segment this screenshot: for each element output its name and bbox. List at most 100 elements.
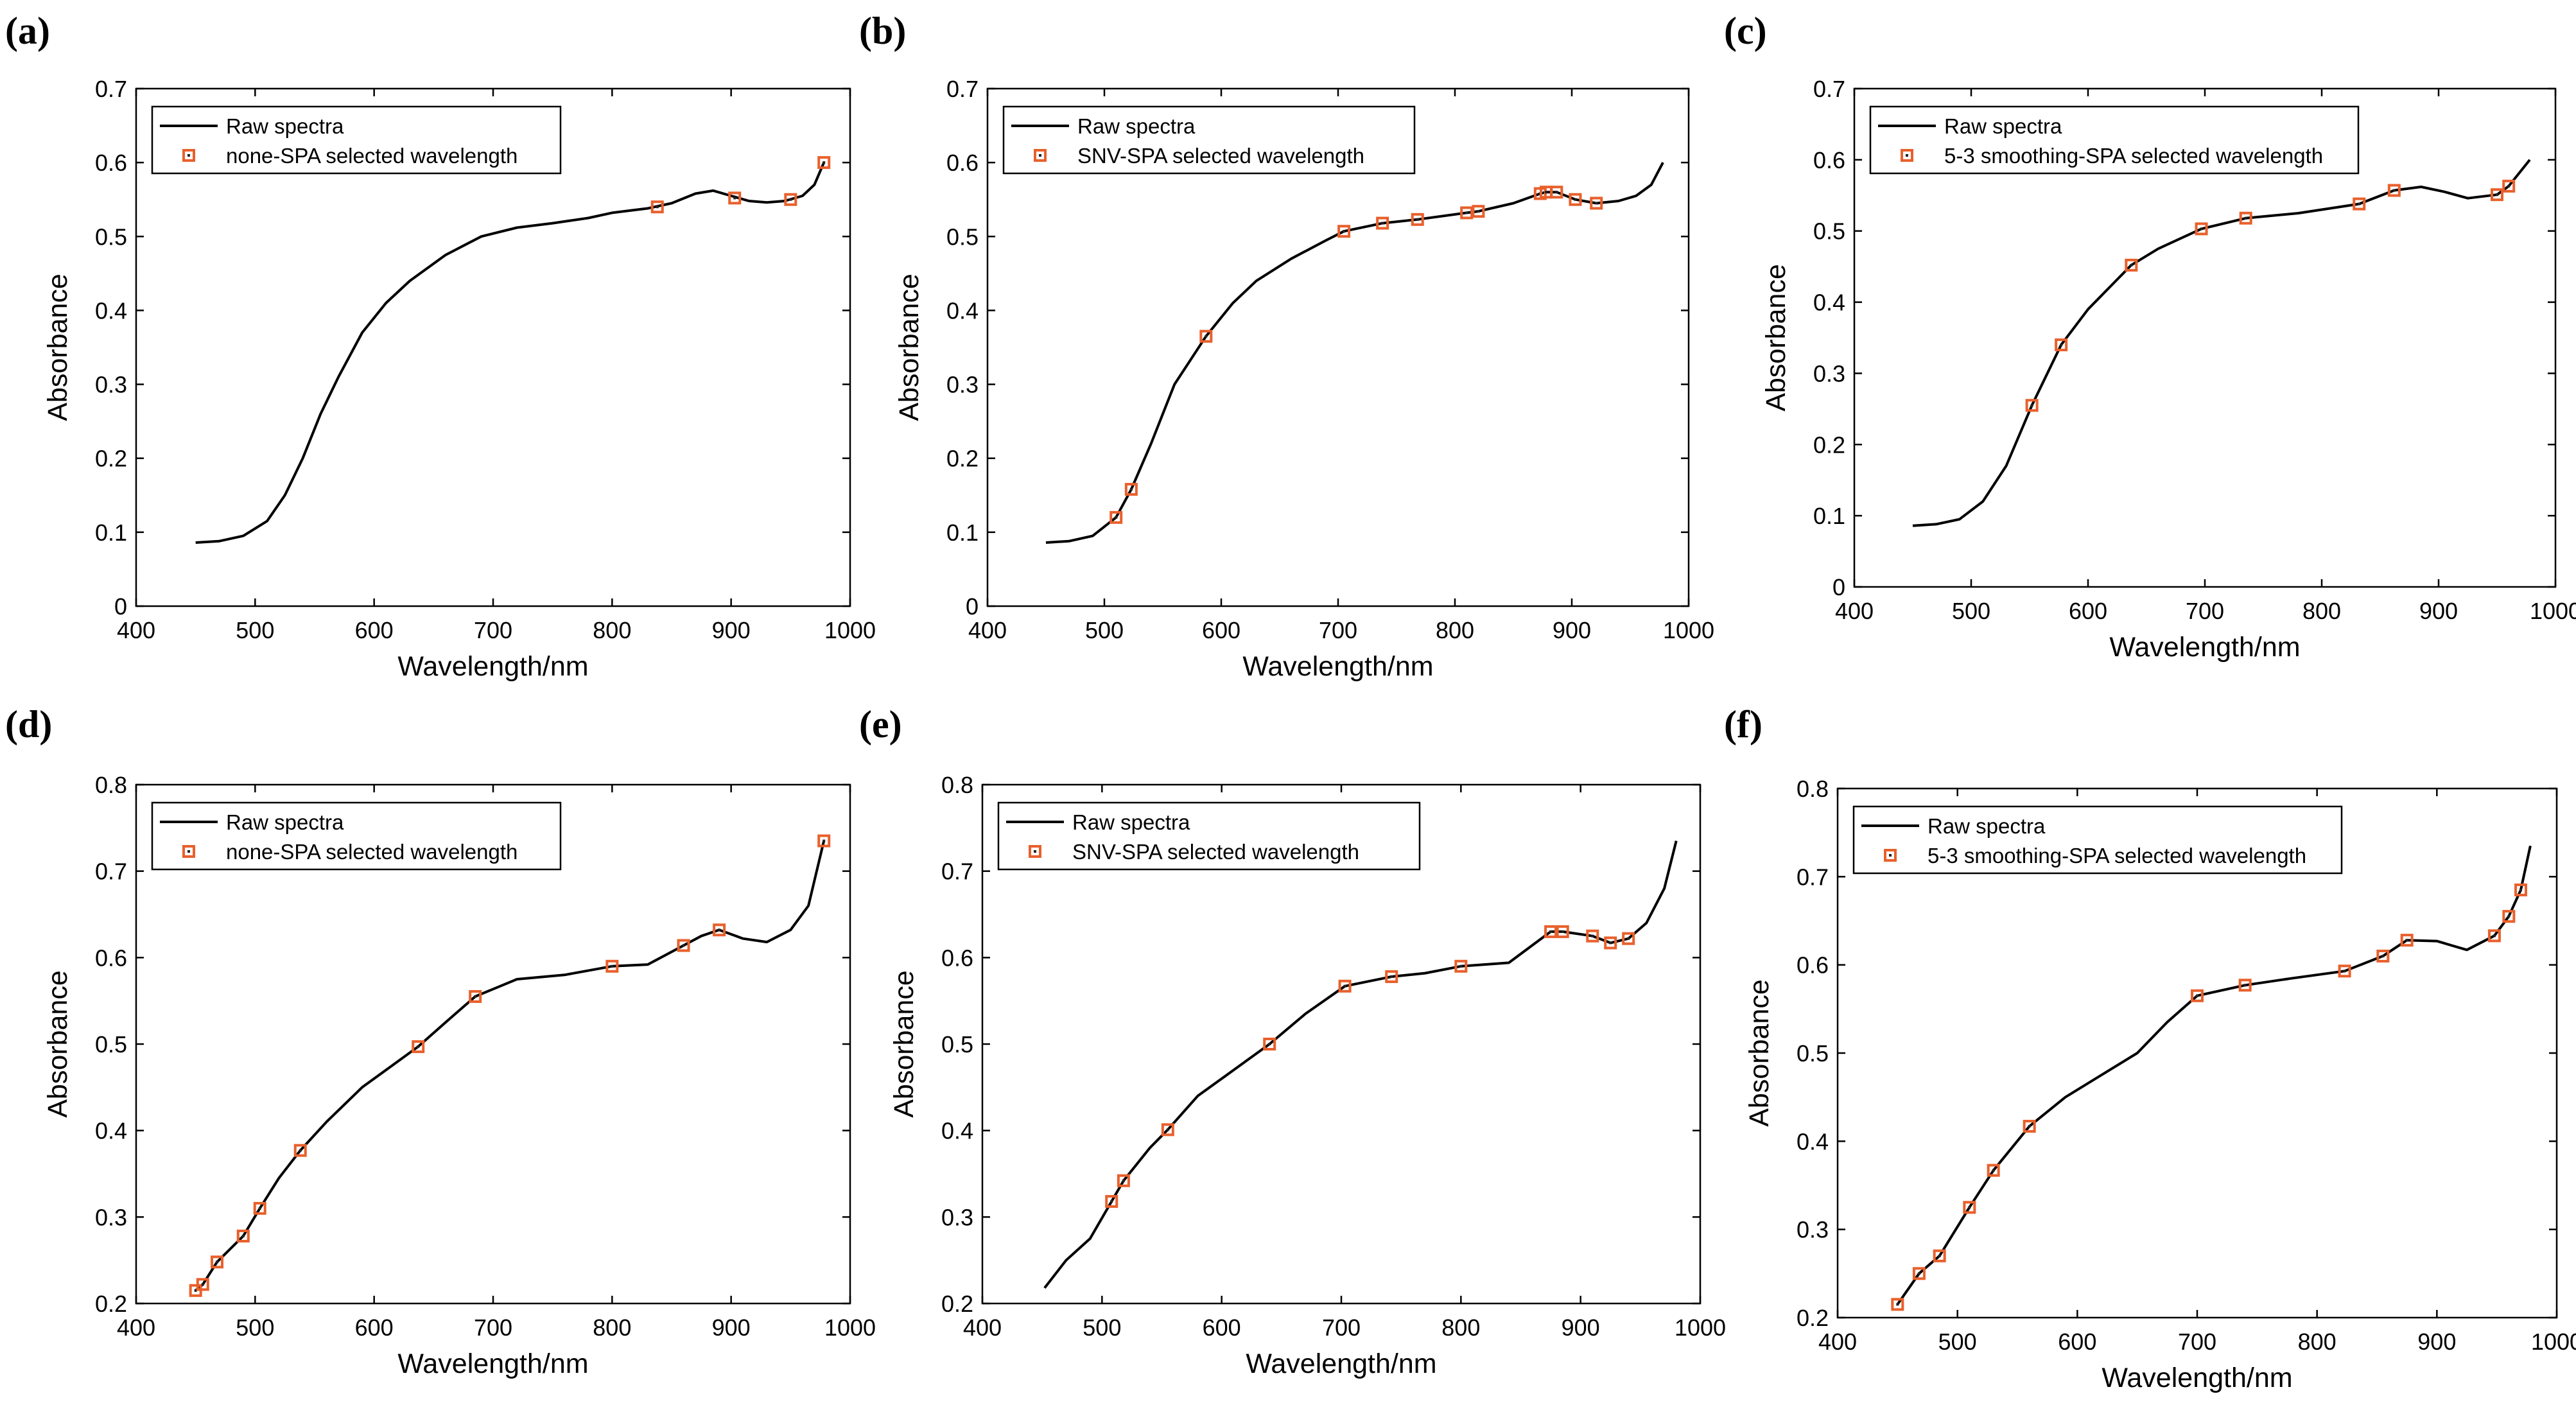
y-axis-title: Absorbance: [1744, 979, 1775, 1127]
selected-wavelength-marker: [1472, 205, 1485, 218]
x-tick-label: 700: [1322, 1314, 1361, 1341]
selected-wavelength-marker: [1933, 1249, 1946, 1262]
x-tick-label: 400: [117, 1314, 155, 1341]
panel-label: (a): [5, 10, 50, 52]
selected-wavelength-marker: [211, 1255, 224, 1269]
y-tick-label: 0.1: [946, 519, 979, 546]
panel-label: (e): [859, 703, 902, 745]
y-tick-label: 0.8: [95, 772, 127, 798]
selected-wavelength-marker: [2400, 934, 2414, 947]
legend-entry-raw-spectra: Raw spectra: [1928, 814, 2046, 838]
chart-panel-5: (e) 400 500 600 700 800 900 1000 0.2 0.3 0.4 0.5 0.6…: [859, 703, 1726, 1379]
selected-wavelength-marker: [196, 1278, 209, 1291]
panel-label: (f): [1724, 703, 1762, 745]
selected-wavelength-marker: [1338, 979, 1352, 993]
selected-wavelength-marker: [1586, 929, 1599, 943]
legend-box: [151, 801, 562, 871]
legend-marker-swatch: [1901, 149, 1913, 162]
y-tick-label: 0.4: [941, 1118, 973, 1144]
x-tick-label: 500: [1085, 617, 1124, 643]
selected-wavelength-marker: [2125, 258, 2138, 272]
legend-marker-swatch: [1884, 849, 1897, 862]
x-tick-label: 800: [2298, 1329, 2337, 1355]
y-tick-label: 0.7: [95, 859, 127, 885]
legend-entry-raw-spectra: Raw spectra: [226, 810, 344, 834]
x-axis-title: Wavelength/nm: [1246, 1348, 1436, 1379]
selected-wavelength-marker: [1550, 186, 1563, 199]
selected-wavelength-marker: [2514, 883, 2527, 896]
selected-wavelength-marker: [293, 1144, 307, 1157]
x-axis-title: Wavelength/nm: [1242, 651, 1433, 682]
selected-wavelength-marker: [1590, 196, 1603, 210]
selected-wavelength-marker: [650, 200, 664, 214]
selected-wavelength-marker: [2025, 399, 2039, 412]
y-tick-label: 0.6: [1797, 952, 1829, 979]
selected-wavelength-marker: [412, 1040, 425, 1054]
y-tick-label: 0.5: [1813, 218, 1845, 245]
selected-wavelength-marker: [1556, 925, 1569, 938]
selected-wavelength-marker: [2376, 949, 2390, 963]
y-tick-label: 0.4: [95, 1118, 127, 1144]
selected-wavelength-marker: [2055, 338, 2068, 352]
legend: Raw spectra none-SPA selected wavelength: [151, 801, 562, 871]
legend-entry-raw-spectra: Raw spectra: [226, 114, 344, 138]
legend: Raw spectra 5-3 smoothing-SPA selected wa…: [1852, 805, 2343, 875]
selected-wavelength-marker: [236, 1229, 250, 1242]
legend: Raw spectra none-SPA selected wavelength: [151, 105, 562, 175]
legend-entry-raw-spectra: Raw spectra: [1072, 810, 1190, 834]
legend-marker-swatch: [1034, 149, 1047, 162]
y-axis-title: Absorbance: [42, 274, 73, 421]
legend-entry-selected-wavelength: SNV-SPA selected wavelength: [1077, 144, 1364, 168]
y-tick-label: 0.4: [946, 297, 979, 324]
selected-wavelength-marker: [2502, 910, 2516, 923]
x-tick-label: 400: [1835, 598, 1874, 624]
y-tick-label: 0: [1832, 574, 1845, 600]
selected-wavelength-marker: [2023, 1119, 2036, 1133]
y-tick-label: 0.2: [1813, 431, 1845, 458]
x-tick-label: 1000: [824, 617, 876, 643]
y-tick-label: 0.2: [95, 446, 127, 472]
panel-label: (c): [1724, 10, 1767, 52]
x-axis-title: Wavelength/nm: [397, 1348, 588, 1379]
x-tick-label: 900: [712, 617, 751, 643]
x-tick-label: 1000: [824, 1314, 876, 1341]
legend-box: [997, 801, 1421, 871]
selected-wavelength-marker: [1385, 970, 1398, 983]
x-tick-label: 600: [2058, 1329, 2096, 1355]
y-tick-label: 0.3: [95, 1204, 127, 1230]
selected-wavelength-marker: [1110, 510, 1123, 524]
x-tick-label: 800: [593, 1314, 631, 1341]
x-tick-label: 400: [1818, 1329, 1857, 1355]
legend: Raw spectra SNV-SPA selected wavelength: [1002, 105, 1416, 175]
x-tick-label: 700: [2186, 598, 2224, 624]
y-tick-label: 0.8: [1797, 776, 1829, 802]
x-tick-label: 900: [712, 1314, 751, 1341]
selected-wavelength-marker: [469, 989, 482, 1003]
chart-panel-1: (a) 400 500 600 700 800 900 1000 0 0.1 0.2 0.3 0.4 0.…: [5, 10, 876, 682]
selected-wavelength-marker: [1569, 193, 1582, 206]
selected-wavelength-marker: [1124, 483, 1138, 496]
y-tick-label: 0.6: [946, 150, 979, 176]
selected-wavelength-marker: [2491, 188, 2503, 202]
selected-wavelength-marker: [1161, 1123, 1174, 1137]
x-tick-label: 800: [1436, 617, 1474, 643]
x-axis-title: Wavelength/nm: [397, 651, 588, 682]
legend-box: [151, 105, 562, 175]
y-tick-label: 0.3: [95, 372, 127, 398]
selected-wavelength-marker: [2387, 184, 2401, 197]
selected-wavelength-marker: [1263, 1038, 1276, 1050]
legend-entry-selected-wavelength: 5-3 smoothing-SPA selected wavelength: [1928, 844, 2306, 867]
selected-wavelength-marker: [1454, 959, 1468, 973]
y-tick-label: 0.3: [1797, 1217, 1829, 1243]
raw-spectra-line: [1043, 841, 1678, 1289]
x-tick-label: 600: [1203, 1314, 1241, 1341]
legend-box: [1852, 805, 2343, 875]
selected-wavelength-marker: [817, 834, 831, 848]
legend-marker-swatch: [182, 845, 195, 858]
selected-wavelength-marker: [2239, 211, 2252, 225]
x-tick-label: 500: [1083, 1314, 1121, 1341]
y-tick-label: 0.7: [946, 76, 979, 102]
legend-box: [1869, 105, 2360, 175]
x-axis-title: Wavelength/nm: [2109, 632, 2300, 663]
